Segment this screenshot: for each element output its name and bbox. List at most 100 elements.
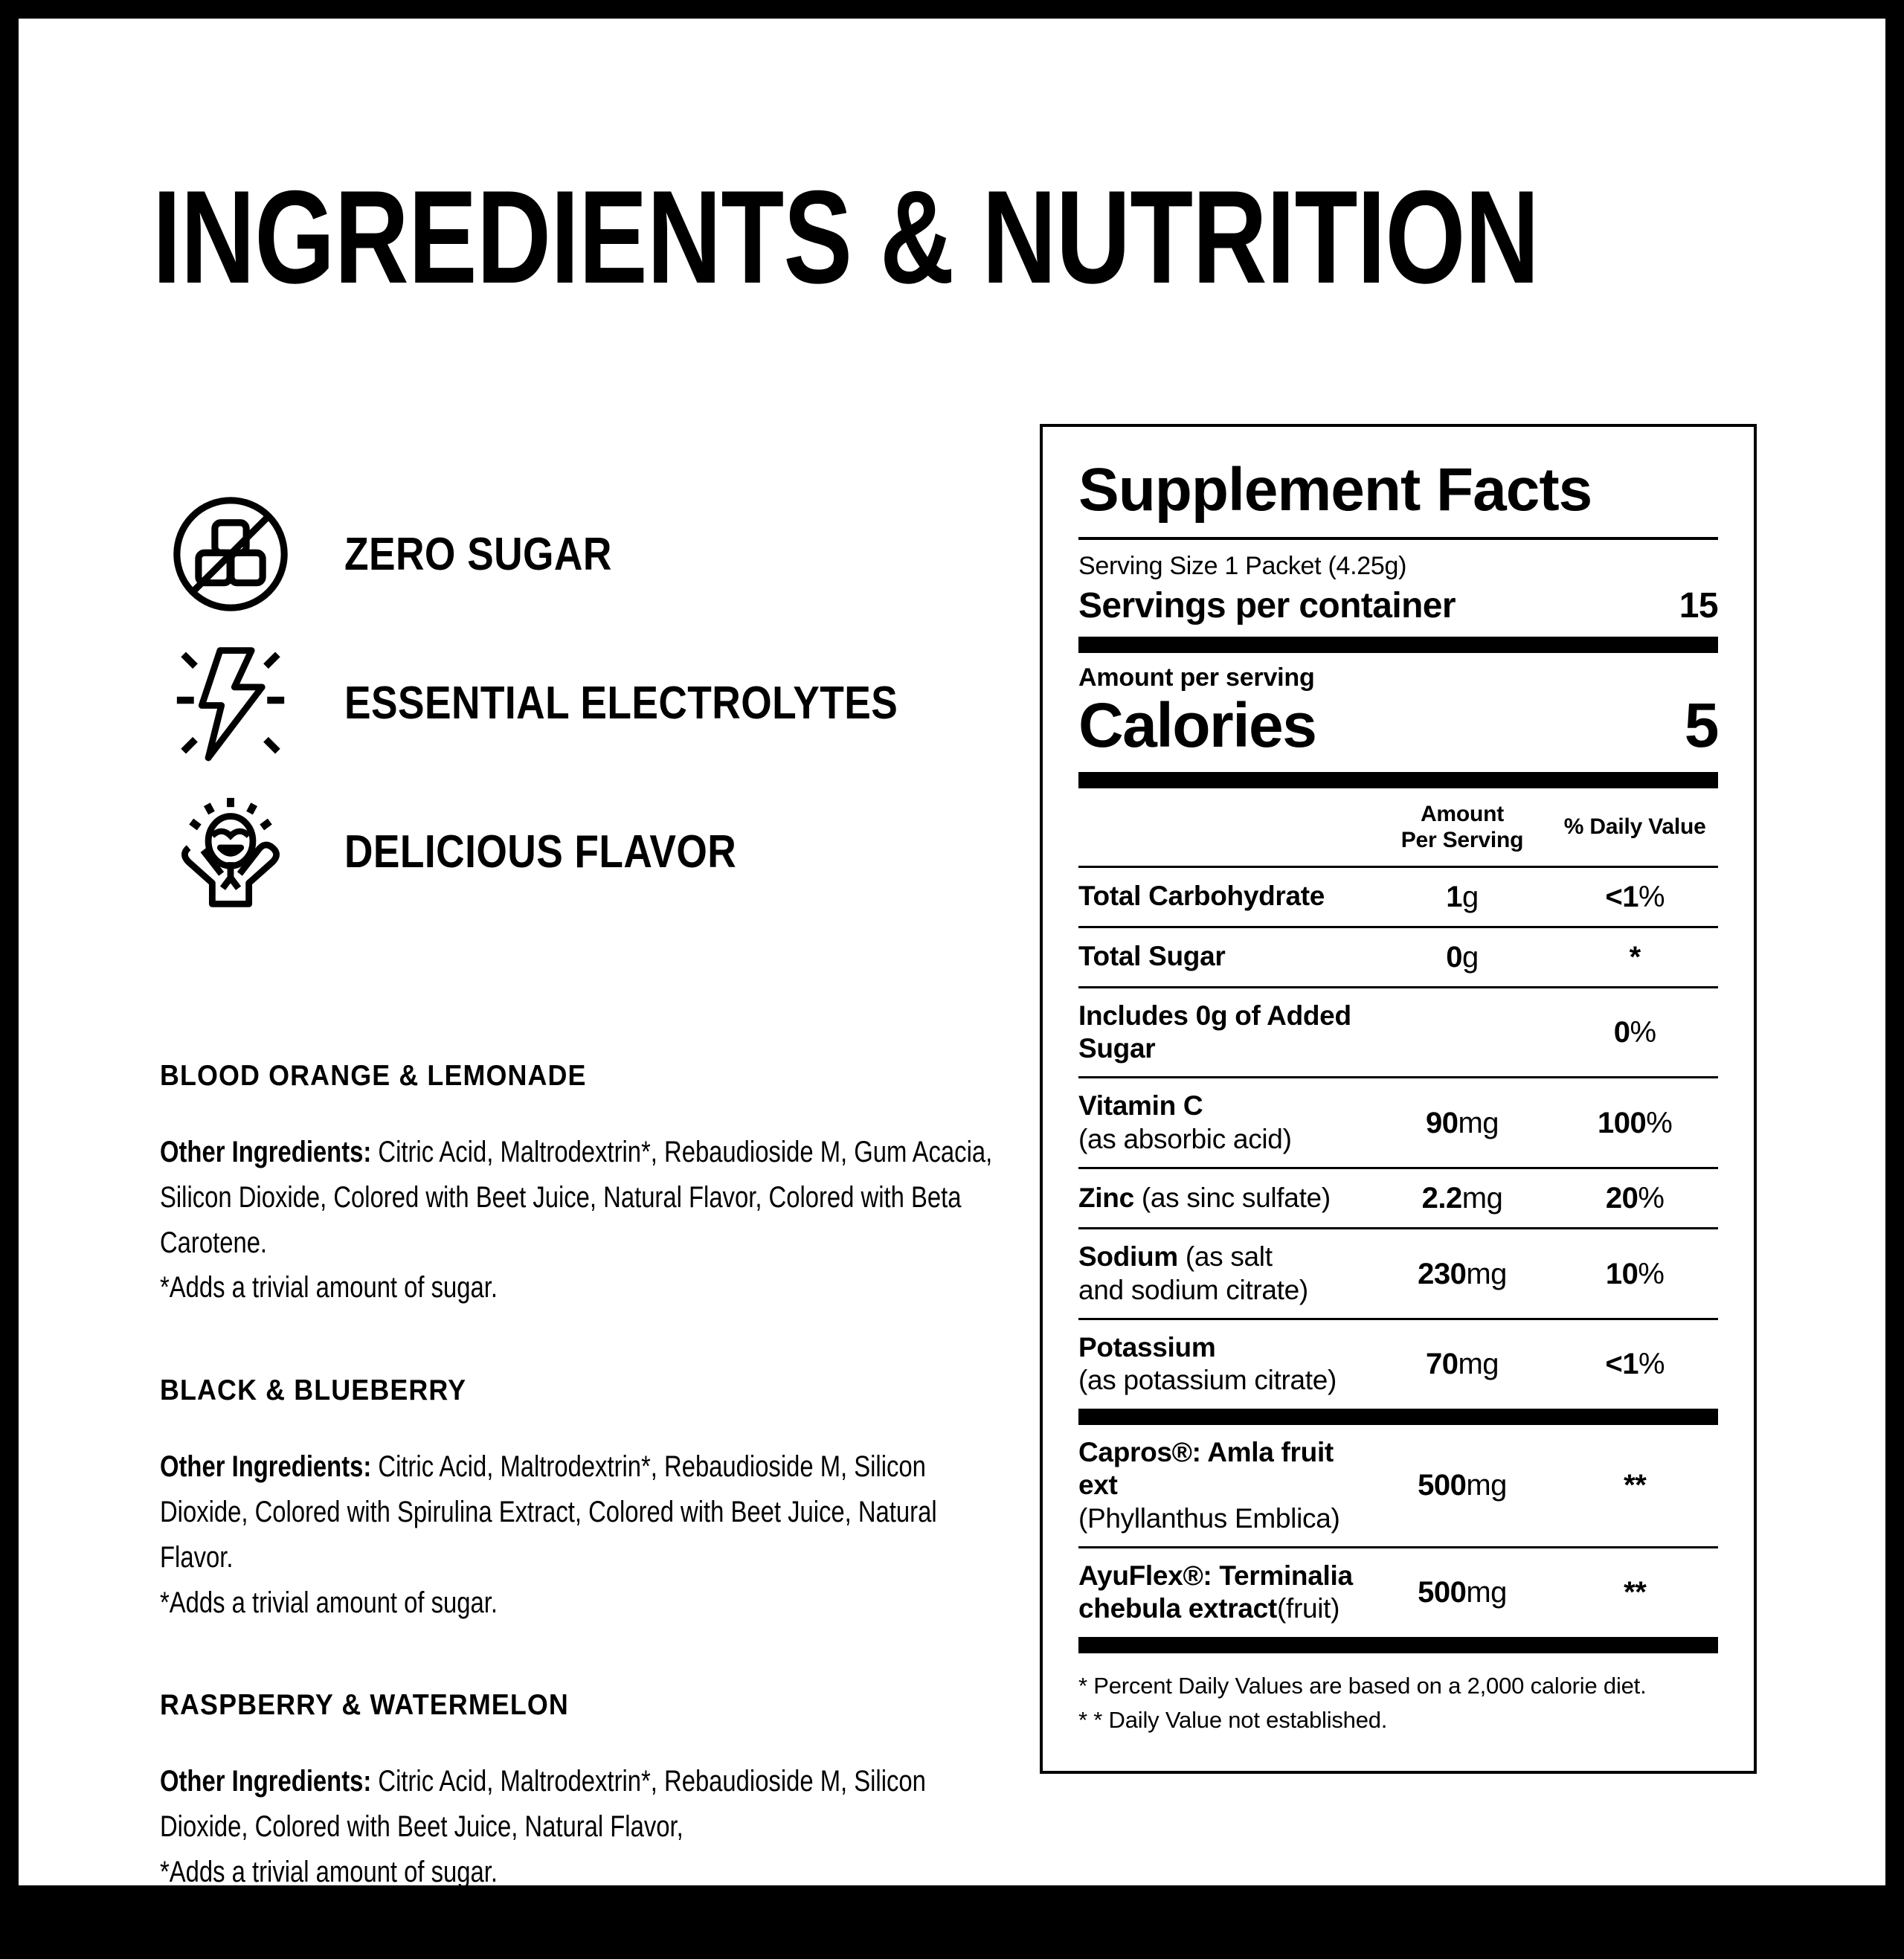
feature-label: ZERO SUGAR <box>344 528 612 580</box>
flavor-ingredients-list: BLOOD ORANGE & LEMONADE Other Ingredient… <box>160 1060 1015 1959</box>
amount-value: 0 <box>1446 940 1462 974</box>
dv-unit: % <box>1646 1106 1673 1139</box>
nutrient-name-sub: (as potassium citrate) <box>1078 1365 1337 1396</box>
flavor-ingredients: Other Ingredients: Citric Acid, Maltrode… <box>160 1130 1002 1265</box>
feature-item-delicious-flavor: DELICIOUS FLAVOR <box>160 777 1015 926</box>
nutrient-dv: ** <box>1551 1545 1718 1637</box>
table-row: Includes 0g of Added Sugar 0% <box>1078 985 1718 1078</box>
nutrient-name: Includes 0g of Added Sugar <box>1078 985 1373 1078</box>
table-row: Total Sugar 0g * <box>1078 925 1718 988</box>
supplement-facts-title: Supplement Facts <box>1078 456 1592 524</box>
amount-unit: mg <box>1458 1348 1499 1381</box>
amount-value: 2.2 <box>1421 1182 1463 1215</box>
nutrient-amount <box>1372 985 1552 1078</box>
header-amount-per-serving: Amount Per Serving <box>1373 788 1552 866</box>
divider-thick-cell <box>1078 1408 1718 1425</box>
flavor-note: *Adds a trivial amount of sugar. <box>160 1855 498 1888</box>
page-title: INGREDIENTS & NUTRITION <box>152 163 1540 311</box>
nutrient-dv: <1% <box>1551 1317 1718 1409</box>
dv-value: 100 <box>1598 1106 1647 1139</box>
nutrient-name: Zinc (as sinc sulfate) <box>1078 1167 1373 1229</box>
no-sugar-icon <box>160 483 301 625</box>
nutrient-name: Sodium (as salt and sodium citrate) <box>1078 1227 1373 1319</box>
flavor-block: BLACK & BLUEBERRY Other Ingredients: Cit… <box>160 1374 1015 1625</box>
feature-label: DELICIOUS FLAVOR <box>344 826 737 878</box>
amount-value: 70 <box>1425 1348 1458 1381</box>
nutrient-amount: 0g <box>1372 925 1552 988</box>
nutrient-name-main: Capros®: Amla fruit ext <box>1078 1436 1334 1501</box>
nutrient-name-sub: (Phyllanthus Emblica) <box>1078 1502 1340 1534</box>
divider-thick-row <box>1078 1636 1718 1653</box>
divider-thick <box>1078 772 1718 788</box>
dv-unit: % <box>1638 1257 1665 1290</box>
nutrient-dv: ** <box>1624 1469 1647 1502</box>
nutrient-amount: 1g <box>1372 865 1552 927</box>
nutrient-dv: 10% <box>1551 1227 1718 1319</box>
table-row: Sodium (as salt and sodium citrate) 230mg… <box>1078 1227 1718 1319</box>
dv-unit: % <box>1630 1015 1657 1049</box>
amount-value: 500 <box>1418 1576 1467 1609</box>
table-row: Potassium (as potassium citrate) 70mg <1% <box>1078 1317 1718 1409</box>
nutrient-amount: 2.2mg <box>1372 1167 1552 1229</box>
table-header-row: Amount Per Serving % Daily Value <box>1078 788 1718 866</box>
nutrient-name-sub2: and sodium citrate) <box>1078 1274 1308 1305</box>
flavor-name: BLOOD ORANGE & LEMONADE <box>160 1060 587 1092</box>
table-row: Capros®: Amla fruit ext (Phyllanthus Embl… <box>1078 1425 1718 1548</box>
amount-value: 500 <box>1418 1469 1467 1502</box>
amount-unit: mg <box>1466 1576 1507 1609</box>
servings-per-container-row: Servings per container 15 <box>1078 585 1719 626</box>
other-ingredients-label: Other Ingredients: <box>160 1765 372 1798</box>
calories-row: Calories 5 <box>1078 689 1720 762</box>
other-ingredients-label: Other Ingredients: <box>160 1136 372 1168</box>
nutrient-name: AyuFlex®: Terminalia chebula extract(frui… <box>1078 1545 1373 1637</box>
servings-per-container-value: 15 <box>1679 586 1719 625</box>
nutrient-table: Amount Per Serving % Daily Value Total C… <box>1078 788 1718 1653</box>
nutrient-name: Capros®: Amla fruit ext (Phyllanthus Embl… <box>1078 1425 1373 1548</box>
dv-unit: % <box>1638 1182 1665 1215</box>
amount-unit: mg <box>1466 1257 1507 1290</box>
flavor-ingredients: Other Ingredients: Citric Acid, Maltrode… <box>160 1444 1002 1580</box>
feature-list: ZERO SUGAR ESSENTIAL ELECTROLYTES <box>160 480 1015 926</box>
amount-value: 230 <box>1418 1257 1467 1290</box>
nutrient-amount: 70mg <box>1372 1317 1552 1409</box>
divider <box>1078 537 1718 540</box>
amount-per-serving-label: Amount per serving <box>1078 663 1315 692</box>
table-row: Zinc (as sinc sulfate) 2.2mg 20% <box>1078 1167 1718 1229</box>
flavor-note: *Adds a trivial amount of sugar. <box>160 1271 498 1305</box>
feature-item-essential-electrolytes: ESSENTIAL ELECTROLYTES <box>160 628 1015 777</box>
amount-unit: mg <box>1466 1469 1507 1502</box>
nutrient-name-sub: chebula extract(fruit) <box>1078 1592 1373 1625</box>
dv-value: 10 <box>1605 1257 1638 1290</box>
nutrient-name: Potassium (as potassium citrate) <box>1078 1317 1373 1409</box>
divider-thick-cell <box>1078 1636 1718 1653</box>
nutrient-dv: <1% <box>1551 865 1718 927</box>
table-row: Vitamin C (as absorbic acid) 90mg 100% <box>1078 1076 1718 1168</box>
amount-value: 1 <box>1446 880 1462 913</box>
nutrient-name-main: Zinc <box>1078 1182 1134 1213</box>
nutrient-amount: 90mg <box>1372 1076 1552 1168</box>
nutrient-amount: 500mg <box>1373 1425 1552 1548</box>
table-row: AyuFlex®: Terminalia chebula extract(frui… <box>1078 1545 1718 1637</box>
nutrient-name-main: Vitamin C <box>1078 1090 1203 1122</box>
nutrient-dv: 20% <box>1551 1167 1718 1229</box>
feature-item-zero-sugar: ZERO SUGAR <box>160 480 1015 628</box>
nutrient-amount: 500mg <box>1372 1545 1552 1637</box>
header-blank <box>1078 788 1373 866</box>
footnote-2: * * Daily Value not established. <box>1078 1706 1388 1733</box>
dv-value: * <box>1629 940 1641 974</box>
amount-unit: g <box>1461 940 1479 974</box>
header-amount-line2: Per Serving <box>1400 827 1524 852</box>
calories-value: 5 <box>1684 690 1720 760</box>
amount-unit: mg <box>1461 1182 1503 1215</box>
delicious-flavor-icon <box>160 781 301 922</box>
divider-thick <box>1078 637 1718 653</box>
nutrient-name-main: Sodium <box>1078 1241 1178 1273</box>
feature-label: ESSENTIAL ELECTROLYTES <box>344 677 898 729</box>
nutrient-dv: * <box>1551 925 1718 988</box>
supplement-facts-panel: Supplement Facts Serving Size 1 Packet (… <box>1040 424 1757 1774</box>
nutrient-dv: 100% <box>1551 1076 1718 1168</box>
other-ingredients-text: Citric Acid, Maltrodextrin*, Rebaudiosid… <box>160 1450 937 1574</box>
calories-label: Calories <box>1078 690 1317 760</box>
nutrient-name: Total Sugar <box>1078 925 1373 988</box>
divider-thick-row <box>1078 1408 1718 1425</box>
